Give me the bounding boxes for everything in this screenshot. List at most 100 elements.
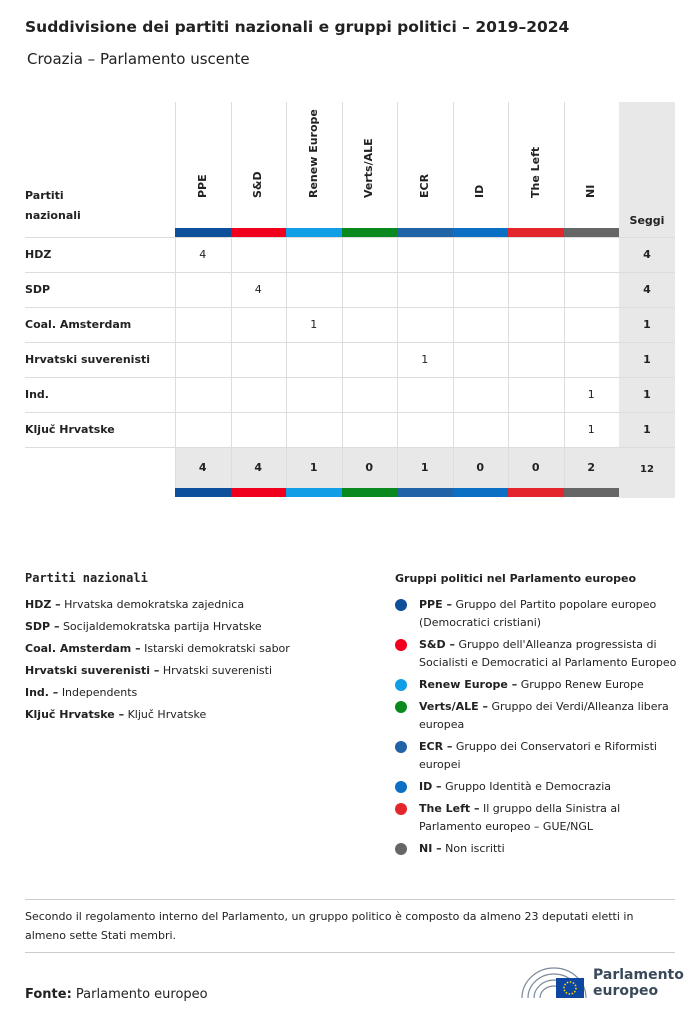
seats-header: Seggi — [629, 214, 665, 227]
legend-item: The Left – Il gruppo della Sinistra al P… — [419, 800, 677, 836]
group-bar — [563, 488, 619, 497]
seat-cell: 1 — [587, 423, 595, 436]
legend-item: ID – Gruppo Identità e Democrazia — [419, 778, 677, 796]
legend-name: Gruppo Renew Europe — [520, 678, 644, 691]
party-name: Hrvatski suverenisti — [25, 353, 151, 366]
group-bar — [341, 488, 397, 497]
legend-dot — [395, 843, 407, 855]
legend-abbr: Hrvatski suverenisti – — [25, 664, 160, 677]
logo-mark — [521, 967, 587, 999]
seat-cell: 1 — [310, 318, 318, 331]
col-divider — [341, 102, 343, 488]
legend-name: Istarski demokratski sabor — [144, 642, 290, 655]
group-bar — [286, 228, 342, 237]
legend-name: Gruppo Identità e Democrazia — [445, 780, 611, 793]
legend-dot — [395, 781, 407, 793]
row-line — [25, 377, 675, 378]
group-header: PPE — [195, 174, 209, 198]
legend-name: Non iscritti — [445, 842, 505, 855]
row-total: 1 — [643, 423, 651, 436]
legend-name: Hrvatski suverenisti — [162, 664, 273, 677]
subtitle: Croazia – Parlamento uscente — [27, 50, 250, 68]
col-divider — [508, 102, 509, 488]
rule — [25, 899, 675, 900]
legend-abbr: Verts/ALE – — [419, 700, 488, 713]
legend-title: Gruppi politici nel Parlamento europeo — [395, 572, 637, 585]
group-header: ECR — [417, 173, 431, 198]
total-cell: 0 — [476, 461, 485, 474]
legend-item: Ključ Hrvatske – Ključ Hrvatske — [25, 706, 375, 724]
group-bar — [397, 488, 453, 497]
legend-item: Coal. Amsterdam – Istarski demokratski s… — [25, 640, 375, 658]
group-bar — [508, 488, 564, 497]
legend-item: PPE – Gruppo del Partito popolare europe… — [419, 596, 677, 632]
group-bar — [452, 228, 508, 237]
row-total: 4 — [643, 248, 651, 261]
note: Secondo il regolamento interno del Parla… — [25, 910, 634, 942]
row-total: 1 — [643, 318, 651, 331]
legend-item: Verts/ALE – Gruppo dei Verdi/Alleanza li… — [419, 698, 677, 734]
legend-item: Ind. – Independents — [25, 684, 375, 702]
total-cell: 0 — [365, 461, 374, 474]
row-line — [25, 237, 675, 238]
total-cell: 1 — [420, 461, 429, 474]
group-header: The Left — [528, 146, 542, 198]
source: Fonte: Parlamento europeo — [25, 987, 208, 1002]
logo-text: Parlamento europeo — [593, 967, 684, 999]
legend-item: SDP – Socijaldemokratska partija Hrvatsk… — [25, 618, 375, 636]
group-header: ID — [473, 184, 487, 198]
party-name: Coal. Amsterdam — [25, 318, 132, 331]
legend-name: Il gruppo della Sinistra al Parlamento e… — [419, 802, 621, 833]
total-cell: 1 — [309, 461, 318, 474]
corner-label: Partiti nazionali — [25, 189, 81, 222]
legend-abbr: Renew Europe – — [419, 678, 518, 691]
legend-item: NI – Non iscritti — [419, 840, 677, 858]
legend-name: Hrvatska demokratska zajednica — [64, 598, 245, 611]
row-line — [25, 342, 675, 343]
group-bar — [397, 228, 453, 237]
legend-name: Gruppo dell'Alleanza progressista di Soc… — [419, 638, 677, 669]
legend-name: Ključ Hrvatske — [127, 708, 207, 721]
seat-cell: 4 — [199, 248, 207, 261]
group-bar — [175, 228, 231, 237]
legend-name: Independents — [61, 686, 138, 699]
legend-abbr: HDZ – — [25, 598, 61, 611]
party-name: Ind. — [25, 388, 49, 401]
group-header: Renew Europe — [306, 109, 320, 198]
legend-name: Gruppo dei Conservatori e Riformisti eur… — [419, 740, 657, 771]
row-line — [25, 447, 675, 448]
legend-abbr: ECR – — [419, 740, 453, 753]
legend-abbr: Coal. Amsterdam – — [25, 642, 141, 655]
group-bar — [341, 228, 397, 237]
seat-cell: 1 — [421, 353, 429, 366]
col-divider — [563, 102, 565, 488]
grand-total: 12 — [640, 464, 654, 475]
legend-name: Socijaldemokratska partija Hrvatske — [62, 620, 262, 633]
group-bar — [286, 488, 342, 497]
seats-bg — [619, 102, 675, 498]
total-cell: 4 — [254, 461, 263, 474]
title: Suddivisione dei partiti nazionali e gru… — [25, 18, 570, 36]
source-label: Fonte: — [25, 987, 72, 1002]
legend-title: Partiti nazionali — [25, 571, 148, 585]
legend-abbr: Ind. – — [25, 686, 59, 699]
legend-dot — [395, 701, 407, 713]
row-total: 4 — [643, 283, 651, 296]
legend-abbr: The Left – — [419, 802, 480, 815]
legend-abbr: Ključ Hrvatske – — [25, 708, 125, 721]
legend-dot — [395, 639, 407, 651]
row-total: 1 — [643, 388, 651, 401]
group-bar — [230, 228, 286, 237]
legend-abbr: S&D – — [419, 638, 455, 651]
col-divider — [175, 102, 176, 488]
legend-item: HDZ – Hrvatska demokratska zajednica — [25, 596, 375, 614]
legend-abbr: SDP – — [25, 620, 60, 633]
legend-abbr: ID – — [419, 780, 442, 793]
row-line — [25, 307, 675, 308]
col-divider — [452, 102, 454, 488]
legend-name: Gruppo del Partito popolare europeo (Dem… — [419, 598, 657, 629]
group-bar — [563, 228, 619, 237]
col-divider — [230, 102, 232, 488]
col-divider — [397, 102, 398, 488]
legend-name: Gruppo dei Verdi/Alleanza libera europea — [419, 700, 669, 731]
